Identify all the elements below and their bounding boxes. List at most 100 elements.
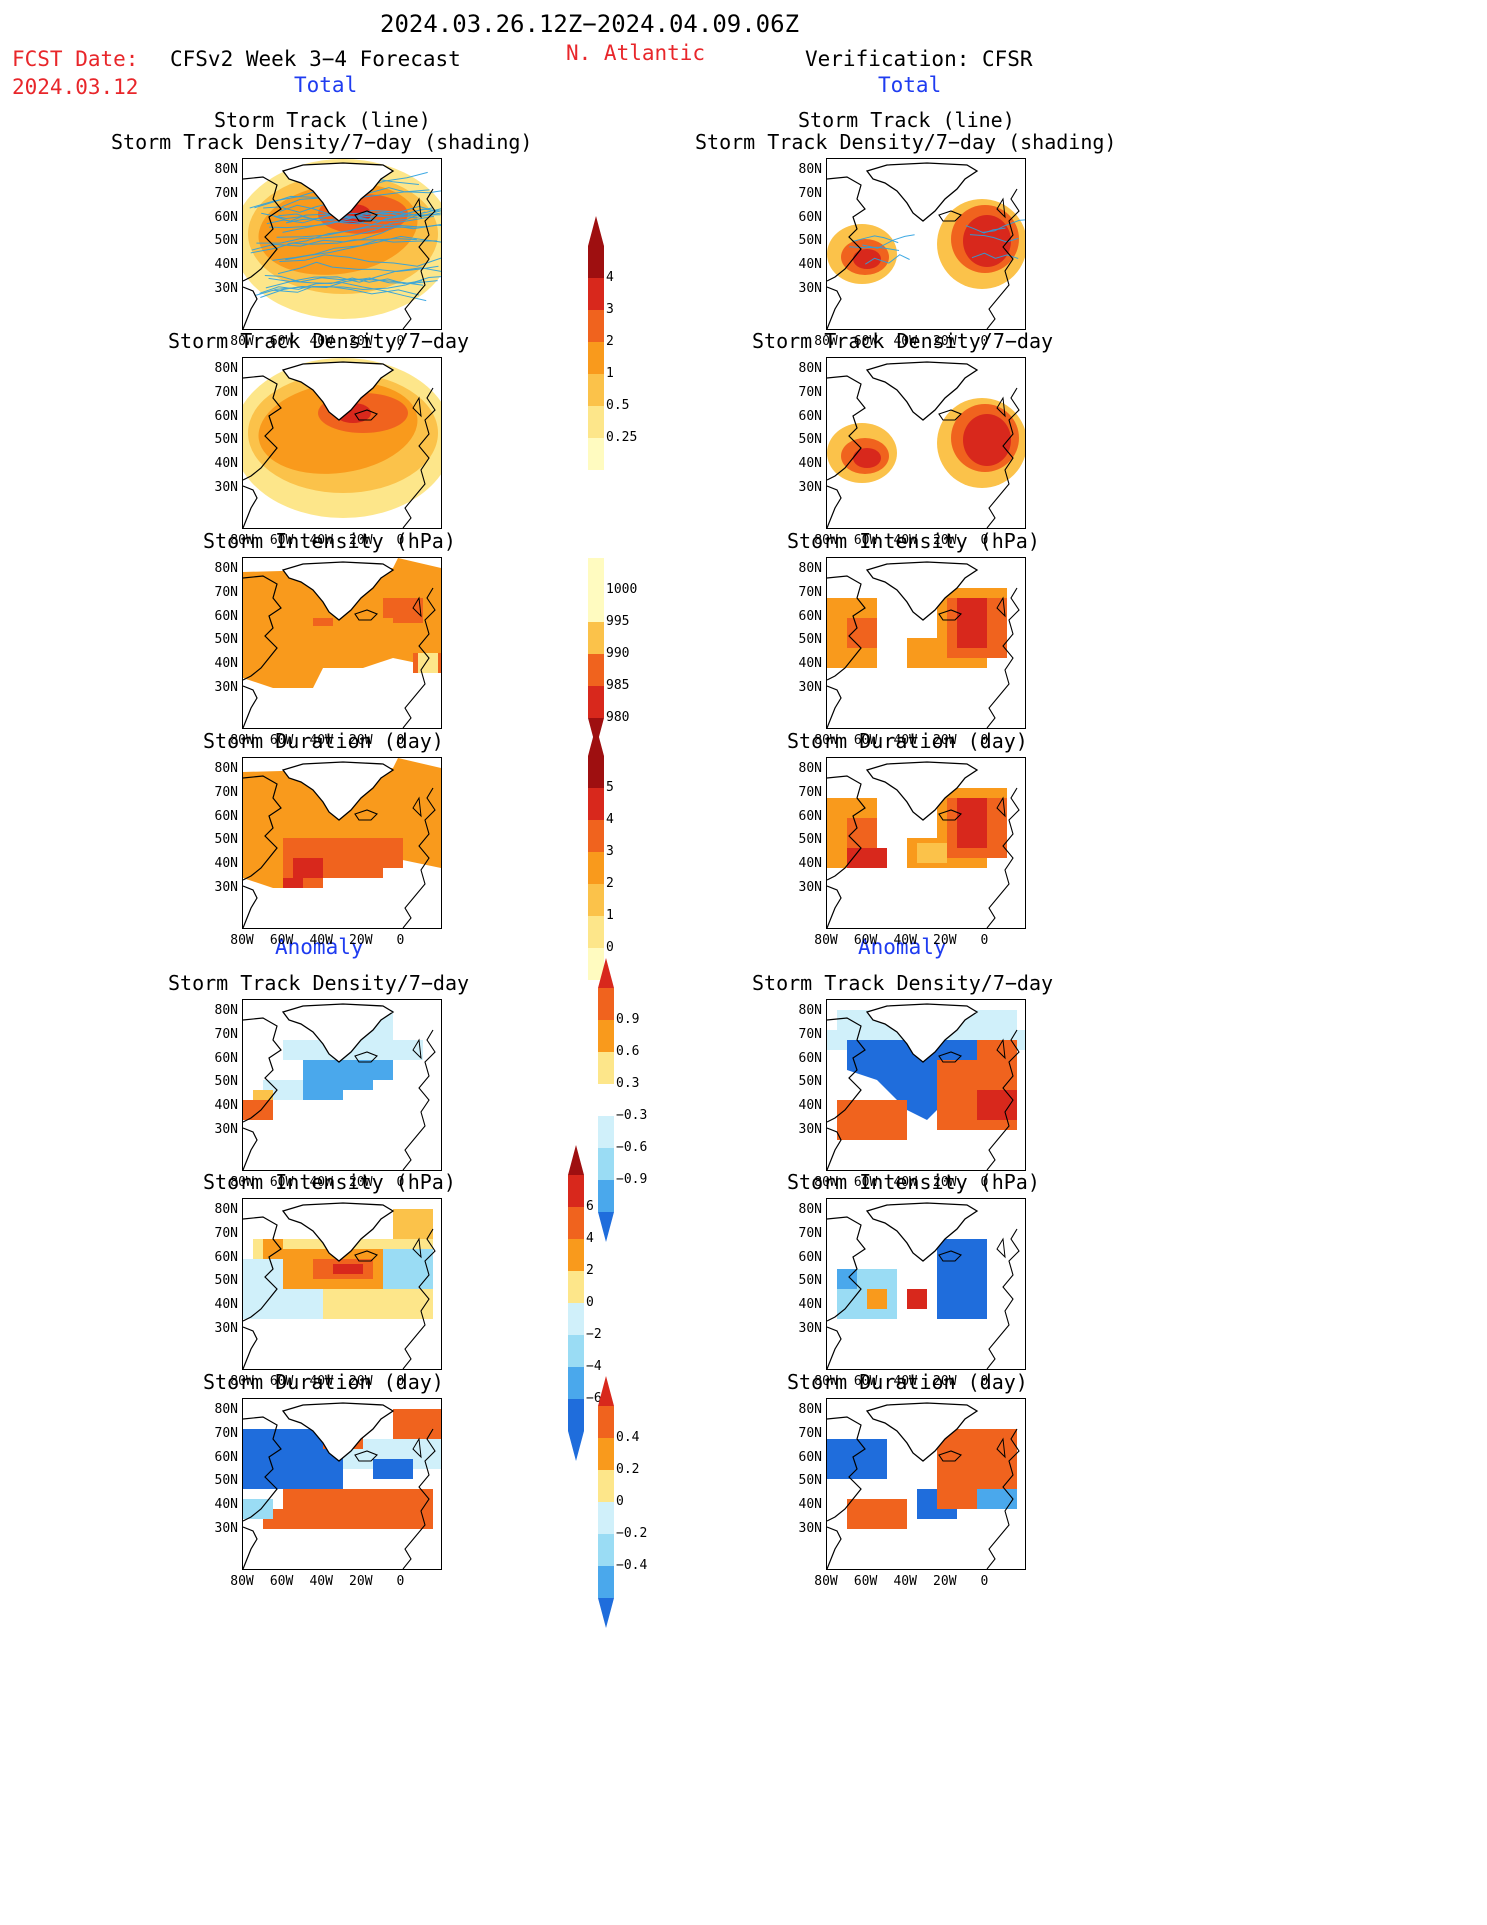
lon-tick-label: 80W [814,1374,837,1389]
colorbar-label: −0.4 [616,1558,647,1573]
map-field [243,159,441,329]
left-total-label: Total [294,73,357,97]
lon-tick-label: 80W [230,1574,253,1589]
map-field [243,758,441,928]
lat-tick-label: 70N [204,785,238,800]
lat-tick-label: 60N [788,609,822,624]
lon-tick-label: 60W [854,933,877,948]
map-frame [826,357,1026,529]
map-frame [242,357,442,529]
lat-tick-label: 30N [204,1321,238,1336]
date-range-title: 2024.03.26.12Z−2024.04.09.06Z [380,10,799,38]
lat-tick-label: 80N [204,1402,238,1417]
lon-tick-label: 40W [893,933,916,948]
panel-title-track-line-right: Storm Track (line) [798,108,1015,132]
map-field [827,558,1025,728]
map-frame [242,757,442,929]
lon-tick-label: 60W [854,1374,877,1389]
lon-tick-label: 20W [349,1574,372,1589]
lon-tick-label: 60W [854,733,877,748]
colorbar-label: 995 [606,614,629,629]
lat-tick-label: 40N [788,1297,822,1312]
lon-tick-label: 80W [814,733,837,748]
lat-tick-label: 60N [788,1051,822,1066]
lat-tick-label: 30N [204,480,238,495]
lat-tick-label: 80N [204,761,238,776]
colorbar-label: 985 [606,678,629,693]
colorbar-label: 1 [606,908,614,923]
colorbar-swatches [586,216,646,500]
panel-title-density-anom-left: Storm Track Density/7−day [168,971,469,995]
lat-tick-label: 70N [788,186,822,201]
lon-tick-label: 60W [270,334,293,349]
map-frame [242,999,442,1171]
lat-tick-label: 70N [788,385,822,400]
lon-tick-label: 40W [893,1175,916,1190]
colorbar-label: −0.3 [616,1108,647,1123]
lon-tick-label: 0 [396,933,404,948]
lon-tick-label: 0 [980,1574,988,1589]
colorbar-duration_anom: 0.4 0.2 0 −0.2 −0.4 [596,1376,656,1632]
lon-tick-label: 80W [230,1374,253,1389]
colorbar-label: 1 [606,366,614,381]
lat-tick-label: 80N [204,561,238,576]
map-field [243,1199,441,1369]
panel-title-density-anom-right: Storm Track Density/7−day [752,971,1053,995]
lat-tick-label: 40N [204,1297,238,1312]
lat-tick-label: 50N [788,632,822,647]
lat-tick-label: 70N [788,1426,822,1441]
lat-tick-label: 30N [788,1321,822,1336]
lat-tick-label: 50N [788,832,822,847]
colorbar-label: 0.5 [606,398,629,413]
colorbar-label: 2 [606,334,614,349]
lat-tick-label: 40N [788,856,822,871]
lat-tick-label: 80N [788,1003,822,1018]
lon-tick-label: 0 [396,1175,404,1190]
colorbar-density_total: 4 3 2 1 0.5 0.25 [586,216,646,504]
map-field [243,358,441,528]
lon-tick-label: 20W [349,733,372,748]
colorbar-label: 4 [606,270,614,285]
lat-tick-label: 40N [204,1497,238,1512]
lat-tick-label: 50N [204,632,238,647]
lat-tick-label: 70N [204,385,238,400]
lat-tick-label: 30N [204,880,238,895]
right-column-title: Verification: CFSR [805,47,1033,71]
colorbar-label: 1000 [606,582,637,597]
fcst-date-value: 2024.03.12 [12,75,138,99]
lon-tick-label: 20W [349,533,372,548]
map-field [243,1000,441,1170]
map-frame [242,557,442,729]
lat-tick-label: 60N [788,409,822,424]
lat-tick-label: 70N [204,1426,238,1441]
colorbar-label: 4 [606,812,614,827]
lon-tick-label: 20W [933,533,956,548]
lon-tick-label: 40W [893,1374,916,1389]
colorbar-label: 0 [586,1295,594,1310]
region-label: N. Atlantic [566,41,705,65]
fcst-date-label: FCST Date: [12,47,138,71]
lat-tick-label: 70N [788,1226,822,1241]
lat-tick-label: 30N [788,880,822,895]
lon-tick-label: 60W [270,1175,293,1190]
left-column-title: CFSv2 Week 3−4 Forecast [170,47,461,71]
colorbar-label: 0.25 [606,430,637,445]
lat-tick-label: 30N [788,1521,822,1536]
map-frame [242,1198,442,1370]
lat-tick-label: 70N [788,785,822,800]
lat-tick-label: 30N [788,680,822,695]
lon-tick-label: 80W [814,1574,837,1589]
lon-tick-label: 60W [854,1175,877,1190]
lat-tick-label: 70N [204,1027,238,1042]
lat-tick-label: 40N [204,656,238,671]
lat-tick-label: 80N [788,162,822,177]
map-field [827,758,1025,928]
lat-tick-label: 80N [788,1202,822,1217]
lat-tick-label: 30N [788,281,822,296]
lon-tick-label: 80W [814,334,837,349]
map-field [243,1399,441,1569]
lon-tick-label: 40W [309,334,332,349]
colorbar-label: 0.9 [616,1012,639,1027]
lat-tick-label: 70N [788,1027,822,1042]
lon-tick-label: 60W [270,1574,293,1589]
